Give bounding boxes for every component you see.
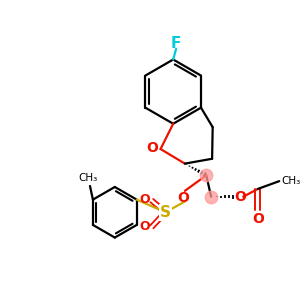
Text: O: O [146, 141, 158, 155]
Text: S: S [160, 205, 171, 220]
Text: CH₃: CH₃ [78, 173, 98, 183]
Text: F: F [171, 36, 181, 51]
Text: CH₃: CH₃ [281, 176, 300, 186]
Text: O: O [234, 190, 246, 204]
Text: O: O [252, 212, 264, 226]
Text: O: O [177, 191, 189, 205]
Text: O: O [140, 220, 150, 233]
Text: O: O [140, 193, 150, 206]
